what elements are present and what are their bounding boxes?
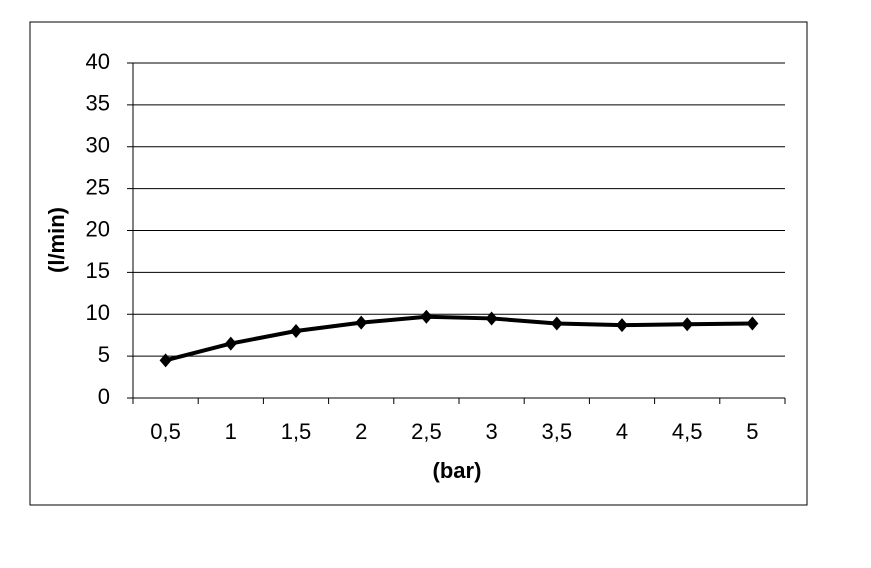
data-marker — [746, 316, 759, 331]
x-tick-label: 2,5 — [411, 419, 442, 444]
y-tick-label: 15 — [86, 258, 110, 283]
data-line — [165, 314, 753, 363]
data-marker — [290, 324, 302, 338]
data-marker — [681, 317, 694, 332]
x-tick-label: 3,5 — [542, 419, 573, 444]
x-tick-label: 4 — [616, 419, 628, 444]
y-tick-label: 10 — [86, 300, 110, 325]
data-marker — [616, 318, 628, 333]
y-tick-label: 25 — [86, 174, 110, 199]
data-marker — [159, 353, 172, 368]
y-tick-label: 5 — [98, 342, 110, 367]
x-tick-label: 1,5 — [281, 419, 312, 444]
y-tick-label: 20 — [86, 216, 110, 241]
data-marker — [224, 336, 237, 351]
y-tick-label: 40 — [86, 49, 110, 74]
data-marker — [485, 311, 498, 326]
x-axis-label: (bar) — [433, 458, 482, 483]
y-axis-label: (l/min) — [44, 207, 69, 273]
x-tick-label: 5 — [746, 419, 758, 444]
data-marker — [420, 309, 433, 324]
data-marker — [550, 316, 563, 331]
x-tick-label: 0,5 — [150, 419, 181, 444]
y-tick-label: 35 — [86, 91, 110, 116]
x-tick-label: 4,5 — [672, 419, 703, 444]
chart-border — [29, 21, 808, 506]
data-marker — [355, 315, 368, 330]
x-tick-label: 1 — [225, 419, 237, 444]
x-tick-label: 3 — [485, 419, 497, 444]
y-tick-label: 0 — [98, 384, 110, 409]
x-tick-label: 2 — [355, 419, 367, 444]
y-tick-label: 30 — [86, 133, 110, 158]
